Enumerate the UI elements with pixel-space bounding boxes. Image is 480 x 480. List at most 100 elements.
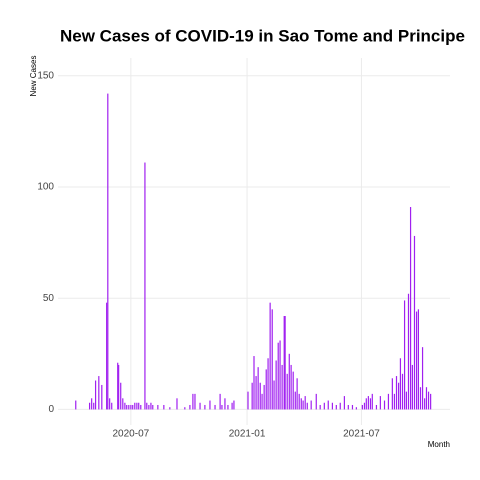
bar <box>140 404 142 410</box>
bar <box>75 400 77 410</box>
bar <box>286 373 288 410</box>
bar <box>361 404 363 410</box>
bar <box>269 302 271 410</box>
bar <box>304 396 306 410</box>
bar <box>424 398 426 410</box>
bar <box>176 398 178 410</box>
bar <box>401 373 404 410</box>
bar <box>146 402 148 410</box>
bar <box>221 404 223 410</box>
bar <box>283 316 285 410</box>
bar <box>150 402 152 410</box>
bar <box>284 316 286 410</box>
bar <box>253 356 255 410</box>
bar <box>310 400 312 410</box>
bar <box>421 347 424 410</box>
bar <box>393 393 396 410</box>
bar <box>227 404 229 410</box>
bar <box>209 400 211 410</box>
bar <box>347 404 349 410</box>
bar <box>365 398 367 410</box>
bar <box>233 400 235 410</box>
bar <box>298 393 300 410</box>
bar <box>109 398 111 410</box>
bar <box>331 402 333 410</box>
bar <box>192 393 194 410</box>
bar <box>93 402 95 410</box>
bar <box>379 396 381 410</box>
bar <box>251 382 253 410</box>
bar <box>255 376 257 410</box>
bar <box>194 393 196 410</box>
bar <box>355 407 357 410</box>
bar <box>199 402 201 410</box>
bar <box>267 358 269 410</box>
bar <box>128 404 130 410</box>
y-tick-label: 50 <box>43 293 55 304</box>
x-tick-label: 2021-07 <box>343 429 380 440</box>
chart-title: New Cases of COVID-19 in Sao Tome and Pr… <box>60 26 465 45</box>
bar <box>271 309 273 410</box>
bar <box>138 402 140 410</box>
bar <box>300 398 302 410</box>
bar <box>369 398 372 410</box>
bar <box>294 391 296 410</box>
bar <box>323 402 325 410</box>
bar <box>265 369 267 410</box>
bar <box>343 396 345 410</box>
bar <box>130 404 132 410</box>
bar <box>427 391 430 410</box>
bar <box>430 393 432 410</box>
bar <box>152 404 154 410</box>
bar <box>91 398 93 410</box>
bar <box>107 93 109 410</box>
bar <box>118 364 120 410</box>
bar <box>277 342 279 410</box>
bar <box>132 404 134 410</box>
bar <box>399 358 402 410</box>
bar <box>106 302 108 410</box>
bar <box>259 382 261 410</box>
bar <box>407 293 410 410</box>
bar <box>134 402 136 410</box>
bar <box>157 404 159 410</box>
bar <box>98 376 100 410</box>
bar <box>224 398 226 410</box>
bar <box>351 404 354 410</box>
bar <box>335 404 337 410</box>
bar <box>136 402 138 410</box>
bar <box>219 393 221 410</box>
bar <box>169 407 171 410</box>
bar <box>409 207 412 410</box>
bar <box>184 407 186 410</box>
bar <box>204 404 206 410</box>
bar <box>302 400 304 410</box>
y-tick-label: 150 <box>37 70 54 81</box>
bar <box>397 382 400 410</box>
bar <box>189 404 191 410</box>
bar <box>292 371 294 410</box>
bar <box>88 402 91 410</box>
bar <box>275 360 277 410</box>
bar <box>403 300 406 410</box>
bar <box>413 235 416 410</box>
bar <box>247 391 249 410</box>
bar <box>405 391 408 410</box>
x-axis-label: Month <box>428 440 450 449</box>
bar <box>111 402 113 410</box>
bar <box>339 402 341 410</box>
x-tick-label: 2020-07 <box>113 429 150 440</box>
bar <box>296 378 298 410</box>
bar <box>231 402 233 410</box>
bar <box>417 309 420 410</box>
bar <box>415 311 418 410</box>
bar <box>290 364 292 410</box>
bar <box>126 404 128 410</box>
bar <box>101 384 103 410</box>
bar <box>273 380 275 410</box>
bar <box>387 393 390 410</box>
bar <box>279 340 281 410</box>
bar <box>122 398 124 410</box>
bar <box>363 402 366 410</box>
